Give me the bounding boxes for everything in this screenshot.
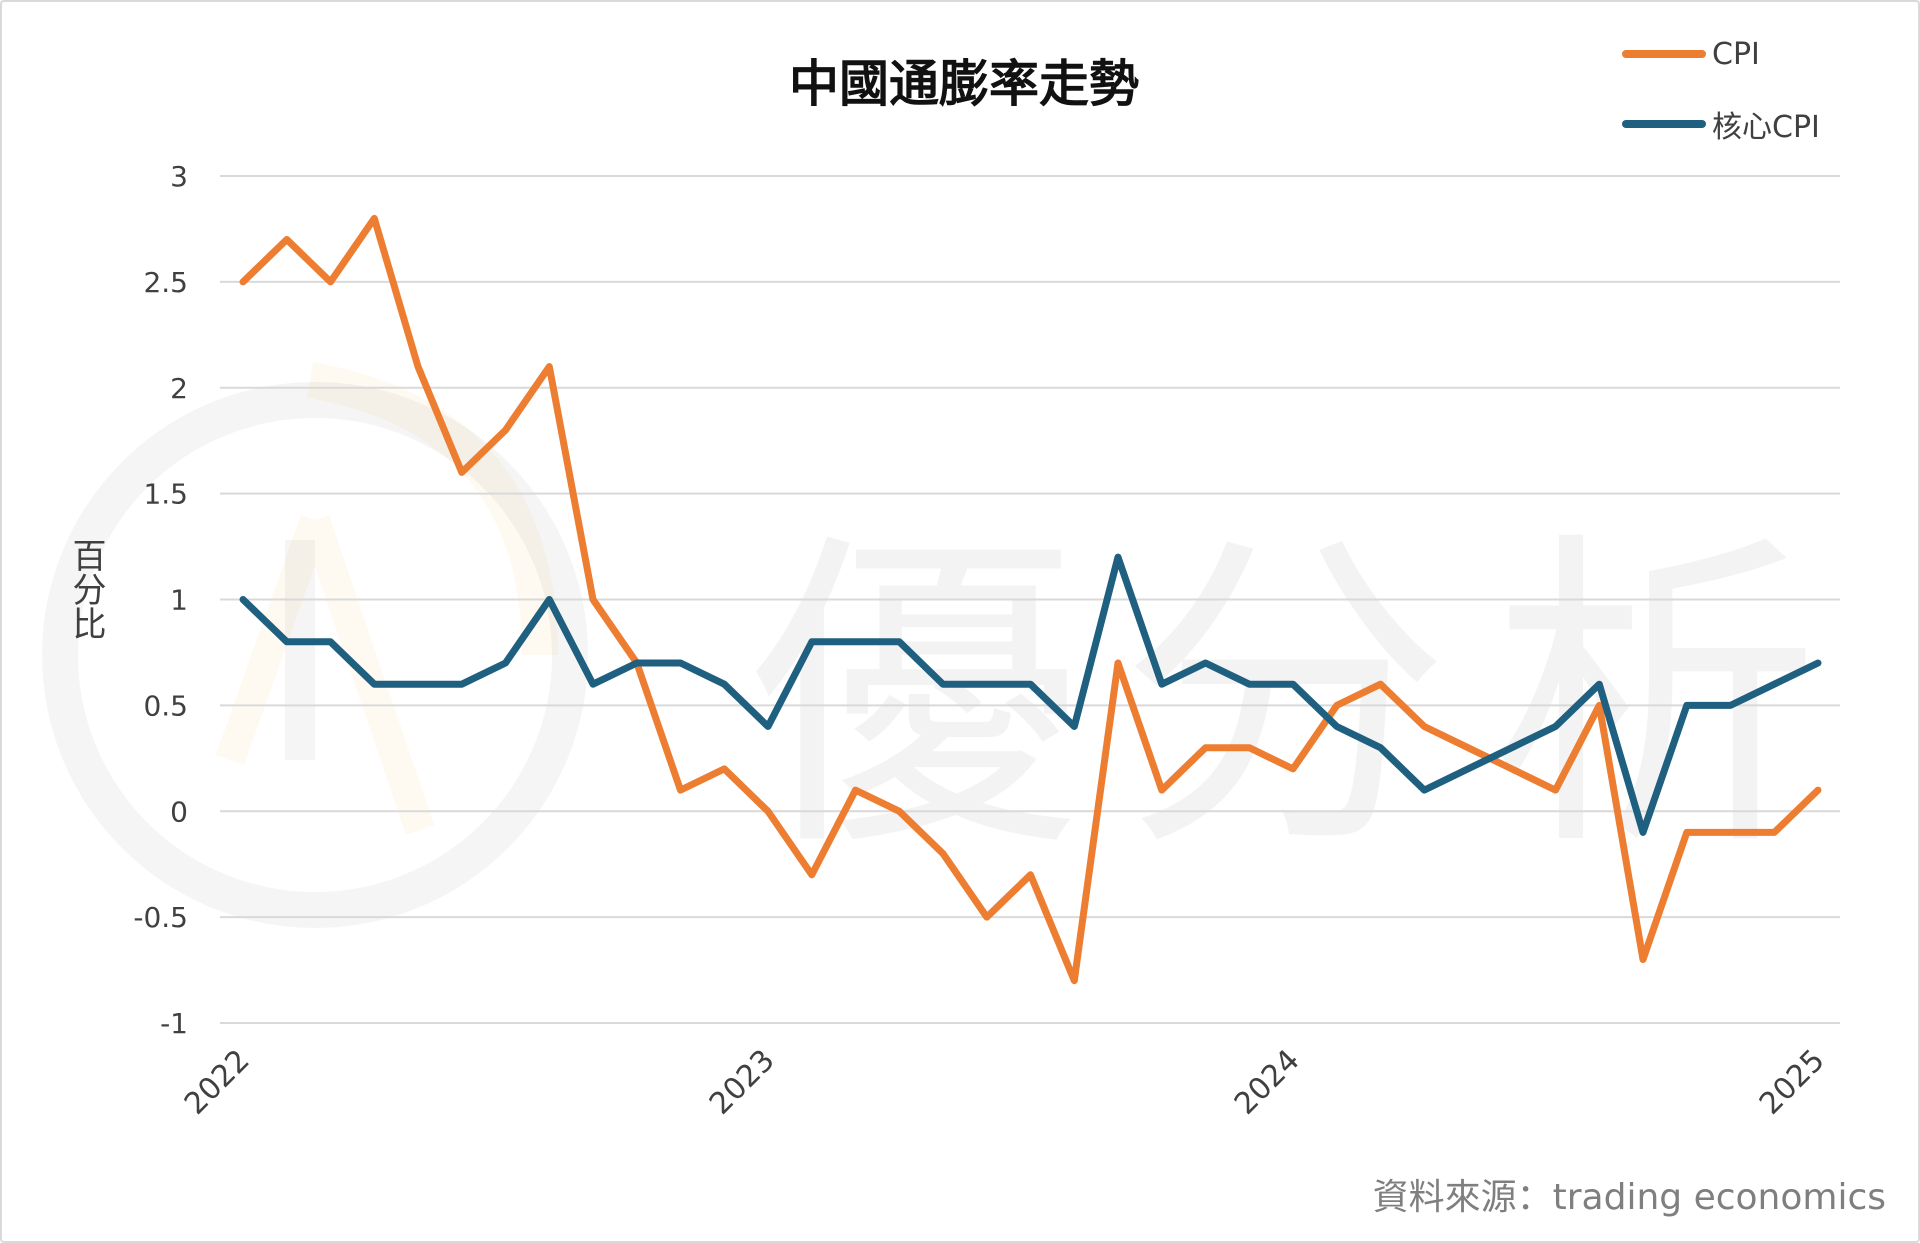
- y-tick-label: -0.5: [133, 901, 188, 934]
- y-tick-label: 1.5: [143, 478, 188, 511]
- y-axis-title: 百分比: [66, 538, 106, 640]
- y-tick-label: 1: [170, 584, 188, 617]
- legend-swatch-cpi: [1622, 50, 1706, 58]
- y-tick-label: 2.5: [143, 266, 188, 299]
- y-tick-label: -1: [160, 1007, 188, 1040]
- legend-item-cpi: CPI: [1622, 30, 1820, 78]
- legend-item-core-cpi: 核心CPI: [1622, 100, 1820, 148]
- legend-label-core-cpi: 核心CPI: [1712, 110, 1820, 145]
- legend-label-cpi: CPI: [1712, 36, 1760, 72]
- x-tick-label: 2022: [178, 1043, 257, 1122]
- y-tick-label: 2: [170, 372, 188, 405]
- x-tick-label: 2024: [1228, 1043, 1307, 1122]
- x-tick-label: 2023: [703, 1043, 782, 1122]
- legend: CPI 核心CPI: [1622, 30, 1820, 170]
- legend-swatch-core-cpi: [1622, 120, 1706, 128]
- series-lines: [239, 214, 1822, 985]
- source-note: 資料來源：trading economics: [1372, 1177, 1886, 1218]
- chart-title: 中國通膨率走勢: [789, 55, 1139, 113]
- y-tick-label: 0.5: [143, 689, 188, 722]
- series-line-cpi: [239, 214, 1822, 985]
- y-tick-labels: 3 2.5 2 1.5 1 0.5 0 -0.5 -1: [133, 160, 188, 1040]
- x-tick-label: 2025: [1753, 1043, 1832, 1122]
- y-tick-label: 3: [170, 160, 188, 193]
- gridlines: [220, 175, 1840, 1024]
- series-line-core-cpi: [239, 553, 1822, 836]
- y-tick-label: 0: [170, 795, 188, 828]
- x-tick-labels: 2022 2023 2024 2025: [178, 1043, 1832, 1122]
